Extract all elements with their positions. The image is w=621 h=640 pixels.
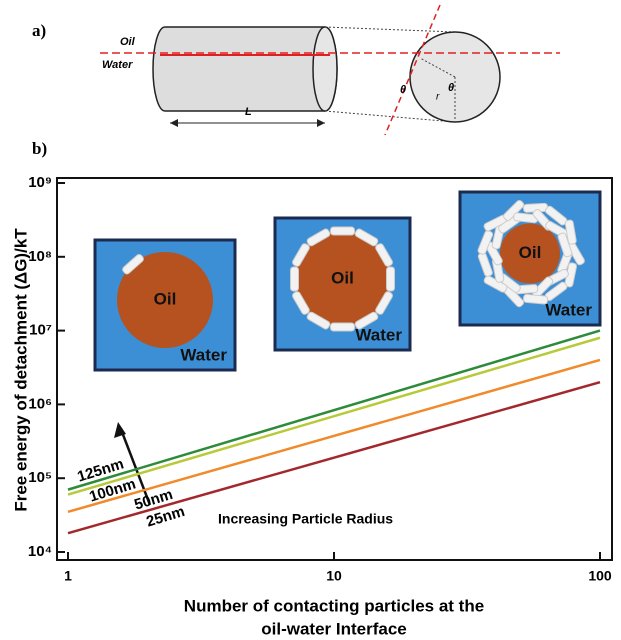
- inset-medium-label: Water: [545, 300, 592, 319]
- length-label: L: [245, 106, 252, 118]
- insets: Oil Water Oil Water Oil Water: [93, 190, 602, 372]
- angle-label: θ: [400, 84, 406, 96]
- particle: [306, 311, 331, 330]
- particle: [477, 230, 494, 255]
- series-line: [67, 358, 601, 514]
- series-line: [67, 336, 601, 496]
- y-tick-label: 10⁸: [28, 248, 52, 265]
- x-axis-label: oil-water Interface: [261, 619, 407, 638]
- x-tick-label: 10: [326, 568, 342, 584]
- y-tick-label: 10⁶: [28, 395, 52, 412]
- inset-medium-label: Water: [355, 325, 402, 344]
- oil-droplet: [500, 223, 560, 284]
- oil-droplet: [117, 252, 213, 348]
- particle: [354, 228, 379, 247]
- radius-label: r: [436, 92, 440, 103]
- particle: [330, 322, 355, 332]
- inset-core-label: Oil: [154, 289, 177, 308]
- water-label: Water: [102, 59, 133, 71]
- particle: [292, 291, 310, 315]
- angle-label: θ: [448, 82, 454, 94]
- y-tick-label: 10⁴: [28, 543, 52, 560]
- particle: [292, 243, 310, 267]
- particle: [564, 219, 577, 245]
- particle: [386, 266, 395, 292]
- panel-label: a): [32, 21, 46, 40]
- x-axis-label: Number of contacting particles at the: [184, 596, 484, 615]
- panel-label: b): [32, 139, 47, 158]
- particle: [330, 226, 355, 236]
- particle: [557, 232, 573, 258]
- annotation: Increasing Particle Radius: [218, 511, 393, 527]
- x-tick-label: 1: [64, 568, 72, 584]
- y-tick-label: 10⁷: [29, 322, 52, 339]
- x-tick-label: 100: [588, 568, 612, 584]
- particle: [522, 293, 549, 305]
- particle: [354, 311, 379, 330]
- series-line: [67, 329, 601, 491]
- inset-core-label: Oil: [519, 243, 542, 262]
- particle: [375, 243, 393, 267]
- cylinder-diagram: [100, 4, 560, 136]
- inset-medium-label: Water: [180, 345, 227, 364]
- inset-core-label: Oil: [331, 268, 354, 287]
- y-tick-label: 10⁵: [28, 469, 52, 486]
- particle: [122, 253, 144, 275]
- oil-droplet: [294, 231, 391, 327]
- series-line: [67, 380, 601, 535]
- particle: [290, 266, 299, 292]
- particle: [375, 291, 393, 315]
- particle: [306, 228, 331, 247]
- y-axis-label: Free energy of detachment (ΔG)/kT: [11, 228, 30, 512]
- y-tick-label: 10⁹: [28, 174, 52, 191]
- oil-label: Oil: [120, 36, 136, 48]
